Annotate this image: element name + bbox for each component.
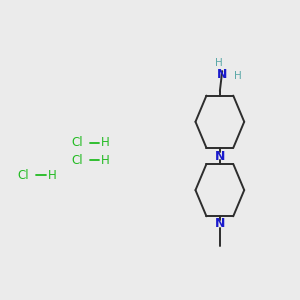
Text: N: N [215, 217, 225, 230]
Text: Cl: Cl [18, 169, 29, 182]
Text: H: H [233, 71, 241, 81]
Text: H: H [47, 169, 56, 182]
Text: H: H [101, 136, 110, 149]
Text: Cl: Cl [71, 136, 83, 149]
Text: Cl: Cl [71, 154, 83, 167]
Text: H: H [101, 154, 110, 167]
Text: N: N [215, 150, 225, 163]
Text: H: H [215, 58, 223, 68]
Text: N: N [217, 68, 227, 81]
